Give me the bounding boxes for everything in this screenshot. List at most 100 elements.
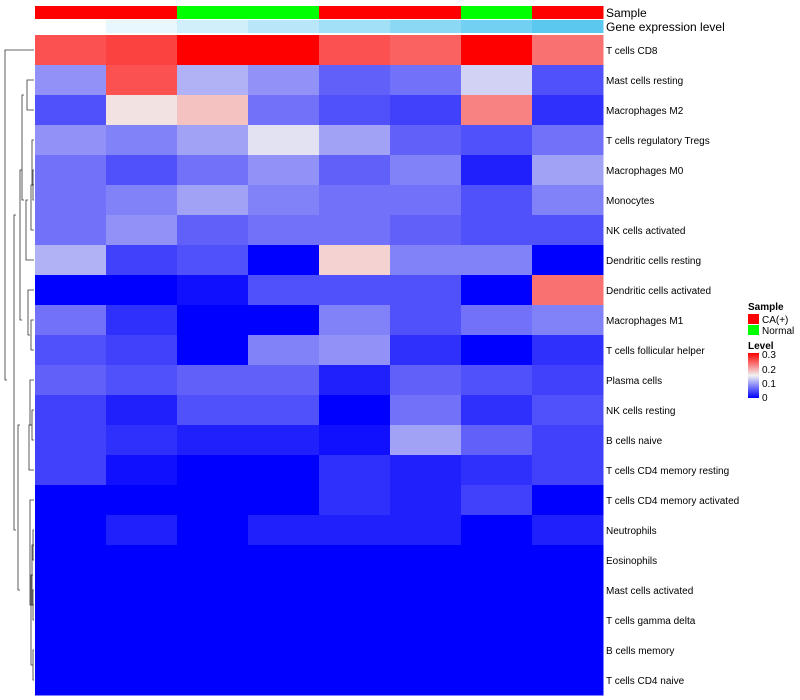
dendrogram-branch (30, 319, 34, 351)
heatmap-cell (532, 635, 604, 666)
heatmap-cell (390, 305, 462, 336)
row-label: Dendritic cells resting (606, 256, 701, 267)
heatmap-cell (319, 35, 391, 66)
row-label: B cells naive (606, 436, 663, 447)
heatmap-cell (461, 365, 533, 396)
heatmap-cell (106, 635, 178, 666)
dendrogram-branch (25, 199, 34, 261)
heatmap-cell (177, 185, 249, 216)
row-label: T cells CD8 (606, 46, 658, 57)
heatmap-cell (248, 515, 320, 546)
heatmap-cell (177, 485, 249, 516)
heatmap-cell (390, 125, 462, 156)
dendrogram-branch (31, 409, 34, 441)
heatmap-cell (248, 125, 320, 156)
row-label: Neutrophils (606, 526, 657, 537)
heatmap-cell (461, 395, 533, 426)
heatmap-cell (106, 605, 178, 636)
heatmap-cell (319, 155, 391, 186)
expression-annotation-cell (319, 20, 391, 33)
row-label: Mast cells resting (606, 76, 683, 87)
heatmap-cell (177, 245, 249, 276)
heatmap-cell (390, 95, 462, 126)
heatmap-cell (248, 365, 320, 396)
heatmap-cell (532, 305, 604, 336)
dendrogram-branch (4, 49, 34, 381)
heatmap-cell (390, 605, 462, 636)
heatmap-cell (461, 605, 533, 636)
heatmap-cell (390, 215, 462, 246)
dendrogram-branch (27, 289, 34, 336)
heatmap-cell (35, 455, 107, 486)
row-label: T cells gamma delta (606, 616, 696, 627)
heatmap-cell (106, 275, 178, 306)
heatmap-cell (106, 125, 178, 156)
heatmap-cell (461, 425, 533, 456)
row-label: Dendritic cells activated (606, 286, 711, 297)
heatmap-cell (35, 185, 107, 216)
heatmap-cell (177, 65, 249, 96)
heatmap-cell (35, 35, 107, 66)
heatmap-cell (177, 605, 249, 636)
heatmap-cell (532, 485, 604, 516)
heatmap-cell (461, 485, 533, 516)
heatmap-cell (319, 605, 391, 636)
heatmap-cell (390, 155, 462, 186)
heatmap-cell (461, 125, 533, 156)
heatmap-cell (106, 185, 178, 216)
row-label: T cells CD4 naive (606, 676, 685, 687)
row-label: T cells CD4 memory activated (606, 496, 739, 507)
heatmap-cell (532, 35, 604, 66)
heatmap-cell (106, 515, 178, 546)
heatmap-cell (461, 275, 533, 306)
heatmap-cell (319, 245, 391, 276)
heatmap-cell (106, 485, 178, 516)
heatmap-cell (390, 665, 462, 696)
heatmap-cell (390, 335, 462, 366)
heatmap-cell (35, 215, 107, 246)
legend-swatch-normal (748, 325, 759, 335)
dendrogram-branch (19, 169, 22, 321)
heatmap-cell (177, 365, 249, 396)
heatmap-cell (177, 95, 249, 126)
heatmap-cell (532, 275, 604, 306)
heatmap-cell (390, 65, 462, 96)
heatmap-cell (106, 335, 178, 366)
row-label: NK cells activated (606, 226, 685, 237)
heatmap-cell (532, 245, 604, 276)
expression-annotation-cell (35, 20, 107, 33)
heatmap-cell (177, 125, 249, 156)
heatmap-cell (532, 395, 604, 426)
sample-annotation-cell (106, 6, 178, 19)
heatmap-cell (177, 275, 249, 306)
legend-level-title: Level (748, 341, 774, 352)
heatmap-cell (532, 545, 604, 576)
heatmap-cell (319, 125, 391, 156)
heatmap-cell (106, 65, 178, 96)
heatmap-cell (532, 335, 604, 366)
legend-tick-0.2: 0.2 (762, 365, 776, 376)
row-label: T cells CD4 memory resting (606, 466, 729, 477)
heatmap-cell (532, 125, 604, 156)
heatmap-cell (248, 665, 320, 696)
heatmap-cell (390, 515, 462, 546)
heatmap-cell (35, 155, 107, 186)
heatmap-cell (106, 365, 178, 396)
heatmap-cell (177, 215, 249, 246)
row-label: Macrophages M1 (606, 316, 684, 327)
heatmap-cell (248, 335, 320, 366)
heatmap-cell (177, 335, 249, 366)
heatmap-cell (390, 425, 462, 456)
heatmap-cell (35, 335, 107, 366)
heatmap-cell (248, 215, 320, 246)
dendrogram-branch (29, 499, 34, 606)
heatmap-cell (106, 455, 178, 486)
heatmap-cell (106, 245, 178, 276)
expression-annotation-cell (461, 20, 533, 33)
heatmap-cell (319, 185, 391, 216)
sample-annotation-cell (319, 6, 391, 19)
row-labels: T cells CD8 Mast cells resting Macrophages… (606, 46, 739, 687)
dendrogram-branch (21, 94, 24, 201)
heatmap-cell (319, 305, 391, 336)
heatmap-cell (461, 35, 533, 66)
